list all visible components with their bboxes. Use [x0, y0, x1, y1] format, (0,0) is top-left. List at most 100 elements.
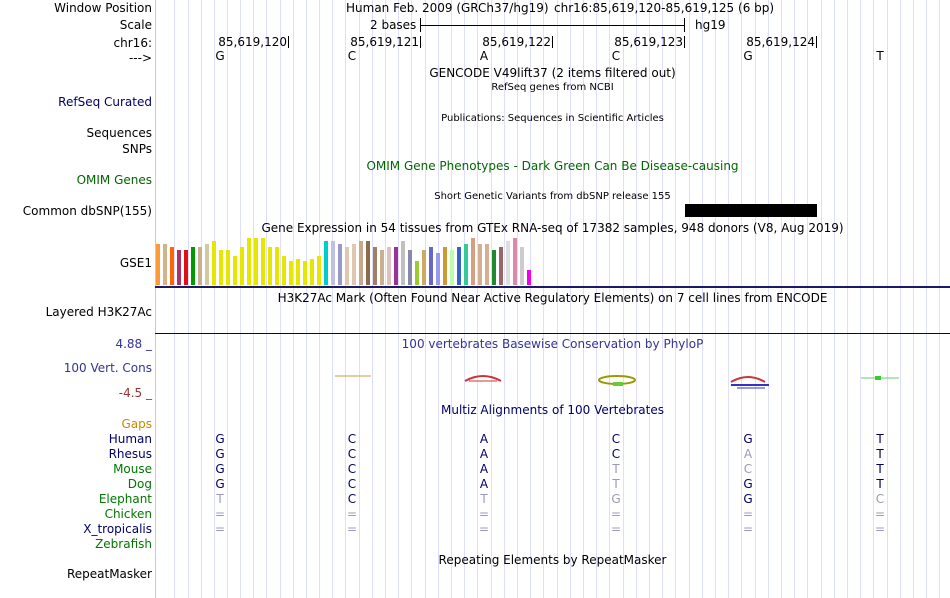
- gtex-tissue-bar[interactable]: [205, 244, 209, 285]
- gtex-tissue-bar[interactable]: [359, 241, 363, 285]
- species-label[interactable]: X_tropicalis: [83, 522, 152, 536]
- dbsnp-label[interactable]: Common dbSNP(155): [22, 204, 152, 218]
- gtex-tissue-bar[interactable]: [345, 247, 349, 285]
- species-label[interactable]: Zebrafish: [95, 537, 152, 551]
- gridline: [781, 0, 782, 598]
- dbsnp-track-title[interactable]: Short Genetic Variants from dbSNP releas…: [434, 191, 671, 202]
- gtex-tissue-bar[interactable]: [282, 256, 286, 285]
- gtex-tissue-bar[interactable]: [513, 238, 517, 285]
- gtex-tissue-bar[interactable]: [261, 238, 265, 285]
- gtex-tissue-bar[interactable]: [450, 250, 454, 285]
- gtex-tissue-bar[interactable]: [233, 256, 237, 285]
- gtex-tissue-bar[interactable]: [184, 250, 188, 285]
- snps-label[interactable]: SNPs: [122, 142, 152, 156]
- species-label[interactable]: Chicken: [104, 507, 152, 521]
- dbsnp-feature[interactable]: [685, 204, 817, 217]
- gtex-gene-label[interactable]: GSE1: [119, 256, 152, 270]
- gtex-tissue-bar[interactable]: [506, 241, 510, 285]
- gtex-tissue-bar[interactable]: [317, 256, 321, 285]
- gtex-tissue-bar[interactable]: [191, 247, 195, 285]
- species-label[interactable]: Elephant: [98, 492, 152, 506]
- gtex-tissue-bar[interactable]: [527, 270, 531, 285]
- repeatmasker-track-title[interactable]: Repeating Elements by RepeatMasker: [438, 553, 667, 567]
- gtex-tissue-bar[interactable]: [464, 244, 468, 285]
- gtex-tissue-bar[interactable]: [177, 250, 181, 285]
- gtex-tissue-bar[interactable]: [296, 259, 300, 285]
- species-label[interactable]: Human: [108, 432, 152, 446]
- gtex-tissue-bar[interactable]: [485, 244, 489, 285]
- gtex-tissue-bar[interactable]: [268, 247, 272, 285]
- gtex-tissue-bar[interactable]: [457, 247, 461, 285]
- gtex-tissue-bar[interactable]: [163, 244, 167, 285]
- gtex-tissue-bar[interactable]: [247, 238, 251, 285]
- species-label[interactable]: Mouse: [113, 462, 152, 476]
- gtex-tissue-bar[interactable]: [156, 244, 160, 285]
- aligned-base: C: [347, 462, 357, 476]
- gtex-track-title[interactable]: Gene Expression in 54 tissues from GTEx …: [261, 221, 844, 235]
- refseq-track-title[interactable]: RefSeq genes from NCBI: [491, 82, 614, 93]
- publications-track-title[interactable]: Publications: Sequences in Scientific Ar…: [441, 113, 664, 124]
- gtex-tissue-bar[interactable]: [380, 250, 384, 285]
- gtex-tissue-bar[interactable]: [492, 250, 496, 285]
- gtex-expression-bars[interactable]: [155, 238, 950, 285]
- ruler-position-label: 85,619,120: [218, 35, 287, 49]
- gencode-track-title[interactable]: GENCODE V49lift37 (2 items filtered out): [429, 66, 676, 80]
- gtex-tissue-bar[interactable]: [443, 247, 447, 285]
- gaps-label[interactable]: Gaps: [121, 417, 152, 431]
- gtex-tissue-bar[interactable]: [478, 244, 482, 285]
- gtex-tissue-bar[interactable]: [303, 261, 307, 285]
- h3k27ac-label[interactable]: Layered H3K27Ac: [45, 305, 152, 319]
- gridline: [240, 0, 241, 598]
- species-label[interactable]: Dog: [127, 477, 152, 491]
- species-label[interactable]: Rhesus: [108, 447, 152, 461]
- gtex-tissue-bar[interactable]: [275, 247, 279, 285]
- gtex-tissue-bar[interactable]: [401, 241, 405, 285]
- multiz-track-title[interactable]: Multiz Alignments of 100 Vertebrates: [440, 403, 665, 417]
- gtex-tissue-bar[interactable]: [387, 247, 391, 285]
- ruler-position-label: 85,619,123: [614, 35, 683, 49]
- sequences-label[interactable]: Sequences: [86, 126, 152, 140]
- species-alignment-row: = = = = = =: [155, 507, 950, 522]
- gtex-tissue-bar[interactable]: [373, 247, 377, 285]
- gtex-tissue-bar[interactable]: [471, 238, 475, 285]
- gtex-tissue-bar[interactable]: [226, 250, 230, 285]
- gtex-tissue-bar[interactable]: [219, 250, 223, 285]
- gtex-tissue-bar[interactable]: [520, 247, 524, 285]
- gtex-tissue-bar[interactable]: [198, 247, 202, 285]
- gtex-tissue-bar[interactable]: [338, 244, 342, 285]
- aligned-base: T: [876, 462, 884, 476]
- omim-genes-label[interactable]: OMIM Genes: [76, 173, 152, 187]
- gtex-tissue-bar[interactable]: [240, 247, 244, 285]
- h3k27ac-track-title[interactable]: H3K27Ac Mark (Often Found Near Active Re…: [277, 291, 828, 305]
- assembly-info: Human Feb. 2009 (GRCh37/hg19): [346, 1, 549, 15]
- gridline: [293, 0, 294, 598]
- gtex-tissue-bar[interactable]: [324, 241, 328, 285]
- conservation-plot[interactable]: [155, 370, 950, 392]
- omim-track-title[interactable]: OMIM Gene Phenotypes - Dark Green Can Be…: [366, 159, 739, 173]
- gtex-tissue-bar[interactable]: [394, 247, 398, 285]
- gtex-tissue-bar[interactable]: [436, 253, 440, 285]
- gtex-tissue-bar[interactable]: [408, 250, 412, 285]
- aligned-base: T: [612, 462, 620, 476]
- gtex-tissue-bar[interactable]: [254, 238, 258, 285]
- gtex-tissue-bar[interactable]: [499, 247, 503, 285]
- gtex-tissue-bar[interactable]: [310, 259, 314, 285]
- gridline: [900, 0, 901, 598]
- gtex-tissue-bar[interactable]: [352, 244, 356, 285]
- cons-label[interactable]: 100 Vert. Cons: [63, 361, 152, 375]
- gtex-tissue-bar[interactable]: [170, 247, 174, 285]
- cons-track-title[interactable]: 100 vertebrates Basewise Conservation by…: [401, 337, 704, 351]
- ruler-base: C: [611, 49, 621, 63]
- gtex-tissue-bar[interactable]: [331, 241, 335, 285]
- refseq-curated-label[interactable]: RefSeq Curated: [58, 95, 152, 109]
- gtex-tissue-bar[interactable]: [289, 261, 293, 285]
- repeatmasker-label[interactable]: RepeatMasker: [66, 567, 152, 581]
- gtex-tissue-bar[interactable]: [415, 261, 419, 285]
- gtex-tissue-bar[interactable]: [212, 241, 216, 285]
- gridline: [570, 0, 571, 598]
- gridline: [887, 0, 888, 598]
- gtex-tissue-bar[interactable]: [429, 247, 433, 285]
- gtex-tissue-bar[interactable]: [366, 241, 370, 285]
- gtex-tissue-bar[interactable]: [422, 250, 426, 285]
